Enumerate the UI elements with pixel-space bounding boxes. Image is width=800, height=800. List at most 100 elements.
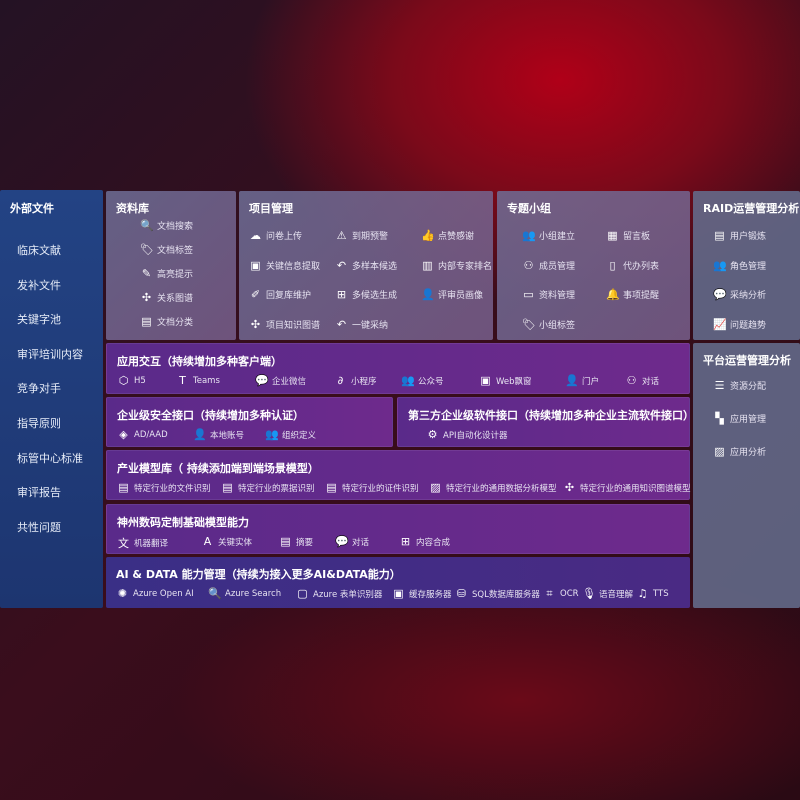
sidebar-item[interactable]: 竞争对手 bbox=[17, 382, 61, 396]
feature-label: 公众号 bbox=[418, 376, 444, 387]
feature-item[interactable]: 👥 组织定义 bbox=[265, 428, 316, 441]
feature-item[interactable]: ⛁ SQL数据库服务器 bbox=[455, 587, 540, 600]
feature-item[interactable]: 💬 对话 bbox=[335, 535, 369, 548]
feature-item[interactable]: ☁ 问卷上传 bbox=[249, 229, 302, 242]
sidebar-item[interactable]: 审评报告 bbox=[17, 486, 61, 500]
edit-icon: ✐ bbox=[250, 288, 261, 301]
feature-item[interactable]: ▦ 留言板 bbox=[606, 229, 650, 242]
feature-item[interactable]: ⚇ 成员管理 bbox=[522, 259, 575, 272]
feature-item[interactable]: ▣ 缓存服务器 bbox=[392, 587, 451, 600]
feature-label: 留言板 bbox=[623, 232, 651, 242]
feature-item[interactable]: ▥ 内部专家排名 bbox=[421, 259, 492, 272]
graph-icon: ✣ bbox=[564, 481, 575, 494]
search-icon: 🔍 bbox=[208, 587, 222, 600]
feature-label: 问题趋势 bbox=[730, 320, 767, 331]
feature-item[interactable]: ▤ 文档分类 bbox=[140, 315, 193, 328]
feature-label: 内容合成 bbox=[416, 537, 451, 548]
sidebar-item[interactable]: 指导原则 bbox=[17, 417, 61, 430]
raid-title: RAID运营管理分析 bbox=[703, 202, 800, 215]
feature-label: 对话 bbox=[642, 376, 660, 387]
feature-item[interactable]: ▨ 特定行业的通用数据分析模型 bbox=[429, 481, 556, 494]
feature-label: 小程序 bbox=[351, 376, 377, 387]
feature-label: AD/AAD bbox=[134, 429, 168, 440]
users-icon: 👥 bbox=[522, 229, 536, 242]
feature-item[interactable]: ✐ 回复库维护 bbox=[249, 288, 311, 301]
feature-item[interactable]: ▢ Azure 表单识别器 bbox=[296, 587, 382, 600]
feature-item[interactable]: 📈 问题趋势 bbox=[713, 318, 766, 331]
feature-item[interactable]: ▤ 特定行业的票据识别 bbox=[221, 481, 314, 494]
feature-item[interactable]: 🔍 文档搜索 bbox=[140, 219, 193, 232]
feature-item[interactable]: ▤ 摘要 bbox=[279, 535, 313, 548]
feature-item[interactable]: ⬡ H5 bbox=[117, 374, 146, 387]
feature-item[interactable]: ☰ 资源分配 bbox=[713, 379, 766, 392]
feature-item[interactable]: ▯ 代办列表 bbox=[606, 259, 659, 272]
feature-item[interactable]: 🏷 文档标签 bbox=[140, 243, 193, 256]
sidebar-item[interactable]: 标管中心标准 bbox=[17, 451, 83, 465]
cache-icon: ▣ bbox=[393, 587, 404, 600]
feature-item[interactable]: 🔍 Azure Search bbox=[208, 587, 281, 600]
graph-icon: ✣ bbox=[250, 317, 261, 331]
feature-label: 关键实体 bbox=[218, 537, 253, 548]
feature-label: 特定行业的文件识别 bbox=[134, 483, 211, 494]
feature-item[interactable]: 🔔 事项提醒 bbox=[606, 288, 659, 301]
openai-icon: ✺ bbox=[117, 587, 128, 600]
feature-item[interactable]: ⚠ 到期预警 bbox=[335, 229, 388, 242]
feature-item[interactable]: ▚ 应用管理 bbox=[713, 412, 766, 425]
window-icon: ▣ bbox=[480, 374, 491, 387]
feature-item[interactable]: T Teams bbox=[176, 374, 220, 387]
html5-icon: ⬡ bbox=[118, 374, 129, 387]
industry-title: 产业模型库（ 持续添加端到端场景模型） bbox=[117, 462, 319, 475]
feature-item[interactable]: A 关键实体 bbox=[201, 535, 252, 548]
feature-item[interactable]: 👍 点赞感谢 bbox=[421, 229, 474, 242]
feature-item[interactable]: ▤ 特定行业的证件识别 bbox=[325, 481, 418, 494]
feature-item[interactable]: ⌗ OCR bbox=[543, 587, 578, 601]
group-title: 专题小组 bbox=[507, 202, 551, 215]
feature-item[interactable]: ▭ 资料管理 bbox=[522, 288, 575, 301]
feature-item[interactable]: 👤 门户 bbox=[565, 374, 599, 387]
feature-item[interactable]: 👥 角色管理 bbox=[713, 259, 766, 272]
feature-label: Teams bbox=[193, 375, 220, 386]
feature-item[interactable]: ⚇ 对话 bbox=[625, 374, 659, 387]
platform-title: 平台运营管理分析 bbox=[703, 354, 791, 367]
feature-item[interactable]: ▨ 应用分析 bbox=[713, 445, 766, 458]
raid-panel: RAID运营管理分析 ▤ 用户锻炼 👥 角色管理 💬 采纳分析 📈 问题趋势 bbox=[693, 191, 800, 340]
sidebar-item[interactable]: 审评培训内容 bbox=[17, 347, 83, 361]
feature-label: 关系图谱 bbox=[157, 294, 194, 304]
sidebar-item[interactable]: 关键字池 bbox=[17, 313, 61, 327]
feature-item[interactable]: ✣ 项目知识图谱 bbox=[249, 318, 320, 331]
feature-item[interactable]: ⊞ 内容合成 bbox=[399, 535, 450, 548]
feature-item[interactable]: ▣ Web飘窗 bbox=[479, 374, 531, 387]
feature-item[interactable]: ↶ 一键采纳 bbox=[335, 318, 388, 331]
feature-item[interactable]: ✣ 关系图谱 bbox=[140, 291, 193, 304]
feature-item[interactable]: ♫ TTS bbox=[636, 587, 669, 600]
feature-item[interactable]: ⚙ API自动化设计器 bbox=[426, 428, 508, 441]
feature-item[interactable]: 文机器翻译 bbox=[117, 535, 168, 551]
feature-item[interactable]: 💬 采纳分析 bbox=[713, 288, 766, 301]
feature-item[interactable]: ✣ 特定行业的通用知识图谱模型 bbox=[563, 481, 691, 494]
feature-item[interactable]: 👤 本地账号 bbox=[193, 428, 244, 441]
feature-item[interactable]: 👥 公众号 bbox=[401, 374, 444, 387]
sidebar-item[interactable]: 临床文献 bbox=[17, 244, 61, 257]
feature-label: 到期预警 bbox=[352, 232, 389, 242]
user-lock-icon: 👤 bbox=[193, 428, 207, 441]
feature-item[interactable]: ✺ Azure Open AI bbox=[116, 587, 194, 600]
user-add-icon: ⚇ bbox=[523, 258, 534, 272]
feature-item[interactable]: ▤ 用户锻炼 bbox=[713, 229, 766, 242]
feature-item[interactable]: 🎙 语音理解 bbox=[582, 587, 633, 600]
feature-item[interactable]: ⊞ 多候选生成 bbox=[335, 288, 397, 301]
feature-item[interactable]: ▣ 关键信息提取 bbox=[249, 259, 320, 272]
sidebar-item[interactable]: 发补文件 bbox=[17, 278, 61, 292]
feature-label: API自动化设计器 bbox=[443, 430, 508, 441]
feature-item[interactable]: ◈ AD/AAD bbox=[117, 428, 168, 441]
feature-item[interactable]: ↶ 多样本候选 bbox=[335, 259, 397, 272]
feature-item[interactable]: ∂ 小程序 bbox=[334, 374, 377, 387]
feature-item[interactable]: 👥 小组建立 bbox=[522, 229, 575, 242]
feature-item[interactable]: ▤ 特定行业的文件识别 bbox=[117, 481, 211, 494]
image-icon: ▨ bbox=[430, 481, 441, 494]
feature-item[interactable]: 🏷 小组标签 bbox=[522, 318, 575, 331]
feature-item[interactable]: ✎ 高亮提示 bbox=[140, 267, 193, 280]
users-icon: 👥 bbox=[401, 374, 415, 387]
feature-item[interactable]: 💬 企业微信 bbox=[255, 374, 306, 387]
feature-item[interactable]: 👤 评审员画像 bbox=[421, 288, 483, 301]
sidebar-item[interactable]: 共性问题 bbox=[17, 520, 61, 534]
